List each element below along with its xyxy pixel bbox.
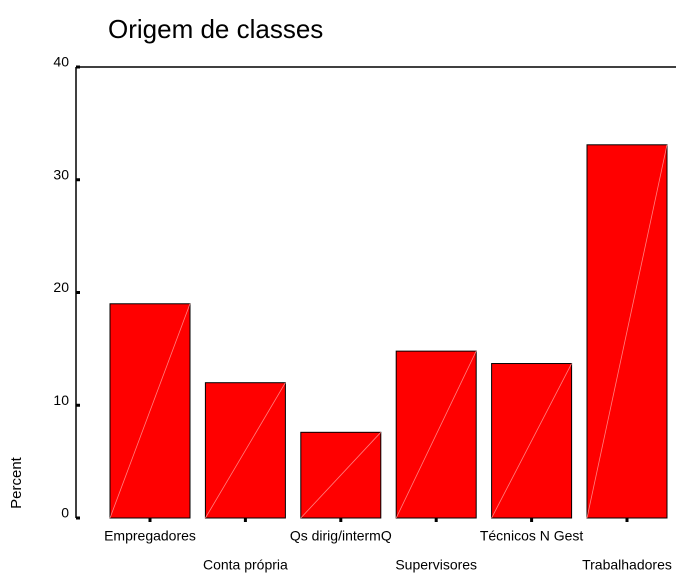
x-tick-label: Empregadores — [104, 528, 196, 544]
x-tick-label: Técnicos N Gest — [480, 528, 584, 544]
y-tick-label: 0 — [61, 505, 69, 521]
y-axis-label: Percent — [8, 456, 25, 509]
bar-hatch — [586, 144, 668, 519]
bar-hatch — [491, 363, 572, 519]
bar-hatch — [300, 432, 382, 519]
chart-title: Origem de classes — [108, 14, 323, 44]
x-tick-label: Supervisores — [395, 557, 477, 573]
bar-hatch — [109, 303, 191, 519]
y-tick-label: 20 — [53, 279, 69, 295]
bar-hatch — [395, 350, 477, 519]
x-tick-label: Trabalhadores — [582, 557, 672, 573]
x-tick-label: Conta própria — [203, 557, 288, 573]
y-tick-label: 40 — [53, 54, 69, 70]
bar-hatch — [205, 382, 286, 519]
y-tick-label: 10 — [53, 392, 69, 408]
y-tick-label: 30 — [53, 166, 69, 182]
x-tick-label: Qs dirig/intermQ — [290, 528, 392, 544]
